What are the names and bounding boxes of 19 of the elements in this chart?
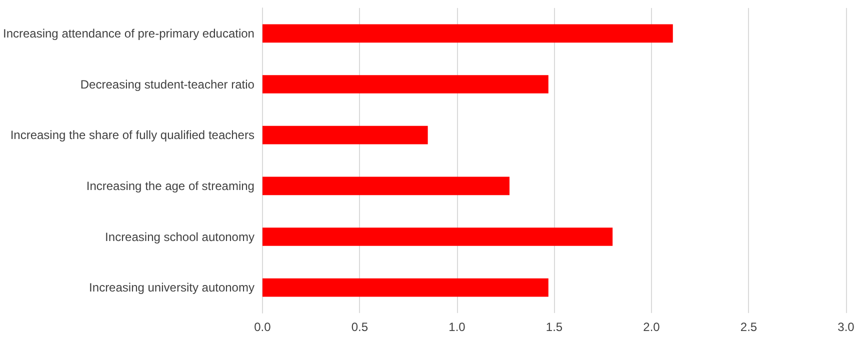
bar xyxy=(262,228,613,246)
y-tick-label: Increasing university autonomy xyxy=(89,280,254,295)
y-tick-label: Increasing the age of streaming xyxy=(86,178,254,193)
x-tick-label: 1.0 xyxy=(448,320,466,334)
bar xyxy=(262,176,510,196)
x-tick-label: 3.0 xyxy=(838,320,855,334)
x-tick-label: 0.0 xyxy=(254,320,272,334)
y-tick-label: Increasing attendance of pre-primary education xyxy=(2,26,254,40)
bar xyxy=(262,24,673,43)
x-tick-label: 2.0 xyxy=(643,320,660,334)
bar xyxy=(262,278,548,297)
bar xyxy=(262,75,548,94)
y-tick-label: Increasing school autonomy xyxy=(105,230,254,244)
y-tick-label: Decreasing student-teacher ratio xyxy=(80,77,255,92)
x-tick-label: 1.5 xyxy=(546,320,563,334)
x-tick-label: 2.5 xyxy=(740,320,758,334)
bar xyxy=(262,126,428,144)
x-tick-label: 0.5 xyxy=(351,320,368,334)
y-tick-label: Increasing the share of fully qualified teachers xyxy=(10,128,254,142)
